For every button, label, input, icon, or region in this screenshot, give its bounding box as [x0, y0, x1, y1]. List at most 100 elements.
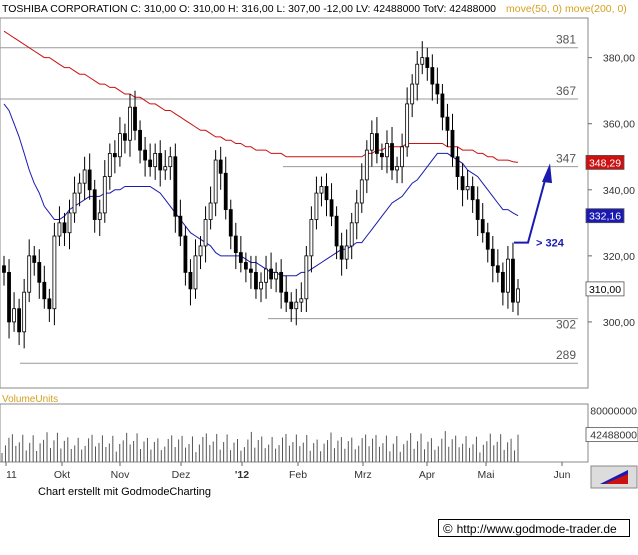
candle: [390, 127, 394, 180]
candle: [62, 212, 67, 246]
candle-body: [490, 248, 495, 267]
candle-body: [32, 255, 37, 263]
candle-body: [480, 219, 485, 234]
candle: [279, 259, 284, 309]
candle-body: [118, 133, 122, 158]
candle: [243, 252, 248, 283]
candle: [329, 183, 334, 227]
candle: [138, 120, 142, 164]
chart-credit: Chart erstellt mit GodmodeCharting: [38, 486, 212, 498]
candle: [269, 252, 273, 289]
candle: [294, 288, 299, 326]
candle: [123, 123, 127, 154]
candle-body: [62, 222, 67, 234]
candle: [37, 249, 42, 299]
candle: [299, 282, 304, 313]
candlesticks: [2, 41, 520, 349]
candle: [92, 179, 97, 233]
candle: [97, 199, 102, 237]
x-tick-label: Okt: [54, 469, 70, 481]
candle-body: [445, 116, 450, 131]
source-url-box[interactable]: © http://www.godmode-trader.de: [438, 519, 630, 537]
candle: [324, 173, 329, 217]
candle-body: [238, 252, 243, 263]
source-url[interactable]: http://www.godmode-trader.de: [456, 522, 617, 536]
candle-body: [77, 182, 82, 194]
level-label: 367: [556, 84, 576, 98]
candle: [264, 255, 268, 299]
candle-body: [203, 219, 208, 247]
candle: [82, 156, 87, 200]
candle: [495, 249, 500, 283]
candle: [183, 226, 188, 286]
candle-body: [410, 83, 415, 105]
candle-body: [148, 159, 153, 168]
candle-body: [158, 153, 163, 171]
candle-body: [460, 176, 465, 191]
candle-body: [223, 172, 228, 211]
volume-panel-title: VolumeUnits: [2, 394, 58, 405]
candle-body: [375, 133, 379, 154]
candle-body: [249, 268, 253, 273]
candle-body: [516, 288, 520, 303]
value-tag: 348,29: [585, 154, 625, 170]
candle: [198, 236, 203, 270]
candle-body: [385, 143, 389, 158]
candle-body: [294, 301, 299, 310]
level-label: 302: [556, 318, 576, 332]
candle: [178, 199, 183, 246]
candle-body: [243, 262, 248, 270]
level-label: 347: [556, 152, 576, 166]
x-tick-label: Jun: [554, 469, 571, 481]
candle: [42, 265, 47, 309]
candle-body: [82, 169, 87, 184]
candle: [67, 199, 72, 250]
value-tag-box: [585, 208, 625, 224]
candle: [102, 160, 107, 223]
candle: [57, 206, 62, 246]
candle: [233, 222, 238, 270]
x-tick-label: Mai: [478, 469, 495, 481]
price-panel-frame: [0, 17, 589, 389]
candle: [385, 130, 389, 174]
candle: [52, 222, 57, 326]
candle: [107, 143, 112, 190]
y-tick-label: 380,00: [603, 53, 635, 65]
candle: [506, 245, 510, 309]
candle: [339, 232, 344, 276]
candle: [309, 206, 314, 273]
y-tick-label: 300,00: [603, 317, 635, 329]
candle-body: [420, 57, 425, 65]
candle: [400, 133, 404, 184]
candle-body: [485, 232, 490, 250]
candle: [500, 262, 505, 306]
candle: [274, 262, 279, 293]
candle: [203, 206, 208, 263]
candle: [2, 255, 6, 286]
candle-body: [430, 67, 435, 85]
candle: [480, 203, 485, 243]
copyright-symbol: ©: [443, 521, 453, 536]
volume-axis: 80000000 42488000: [585, 405, 638, 443]
candle-body: [475, 199, 480, 220]
candle: [395, 156, 399, 184]
candle-body: [47, 298, 52, 310]
candle-body: [198, 245, 203, 257]
candle: [213, 150, 218, 217]
candle: [369, 120, 374, 167]
candle: [435, 67, 440, 104]
candle: [334, 206, 339, 260]
candle: [319, 176, 324, 207]
candle: [354, 189, 359, 240]
candle-body: [380, 153, 384, 158]
candle: [475, 186, 480, 237]
candle: [511, 242, 515, 313]
volume-tick-label: 80000000: [590, 405, 637, 417]
candle: [47, 288, 52, 322]
candle: [17, 298, 22, 346]
level-label: 381: [556, 33, 576, 47]
candle: [455, 146, 460, 190]
value-tag-label: 332,16: [589, 211, 621, 223]
candle-body: [435, 83, 440, 95]
candle: [450, 113, 455, 167]
